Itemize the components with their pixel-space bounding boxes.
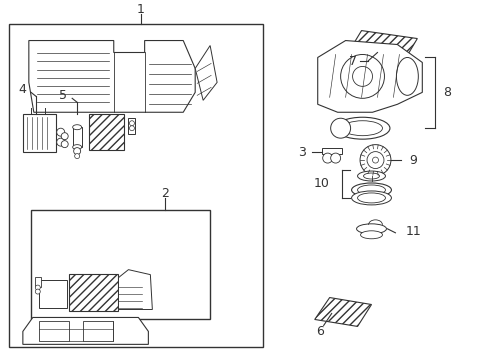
Circle shape bbox=[366, 152, 383, 168]
Polygon shape bbox=[118, 270, 152, 310]
Bar bbox=[9, 24, 263, 347]
Circle shape bbox=[35, 285, 40, 290]
Ellipse shape bbox=[73, 125, 81, 130]
Circle shape bbox=[372, 157, 378, 163]
Circle shape bbox=[352, 67, 372, 86]
Bar bbox=[68, 274, 118, 311]
Text: 6: 6 bbox=[315, 325, 323, 338]
Text: 2: 2 bbox=[161, 188, 169, 201]
Ellipse shape bbox=[396, 58, 417, 95]
Ellipse shape bbox=[363, 173, 379, 179]
Ellipse shape bbox=[360, 231, 382, 239]
Polygon shape bbox=[321, 148, 341, 154]
Polygon shape bbox=[344, 31, 416, 66]
Text: 7: 7 bbox=[348, 55, 356, 68]
Circle shape bbox=[35, 289, 40, 294]
Circle shape bbox=[322, 153, 332, 163]
Bar bbox=[73, 127, 81, 147]
Text: 8: 8 bbox=[442, 86, 450, 99]
Ellipse shape bbox=[357, 185, 385, 195]
Ellipse shape bbox=[351, 183, 390, 197]
Text: 1: 1 bbox=[137, 3, 144, 16]
Text: 4: 4 bbox=[18, 83, 26, 96]
Ellipse shape bbox=[334, 117, 389, 139]
Circle shape bbox=[330, 153, 340, 163]
Circle shape bbox=[75, 154, 80, 159]
Ellipse shape bbox=[351, 191, 390, 205]
Bar bbox=[82, 321, 112, 341]
Ellipse shape bbox=[357, 193, 385, 203]
Circle shape bbox=[129, 126, 134, 131]
Circle shape bbox=[61, 133, 68, 140]
Polygon shape bbox=[317, 41, 422, 112]
Bar bbox=[39, 321, 68, 341]
Ellipse shape bbox=[342, 121, 382, 136]
Polygon shape bbox=[29, 41, 195, 112]
Polygon shape bbox=[23, 318, 148, 345]
Circle shape bbox=[74, 148, 81, 154]
Circle shape bbox=[129, 121, 134, 126]
Circle shape bbox=[57, 128, 64, 136]
Ellipse shape bbox=[356, 224, 386, 234]
Bar bbox=[39, 280, 66, 307]
Text: 5: 5 bbox=[59, 89, 67, 102]
Circle shape bbox=[359, 145, 390, 176]
Bar bbox=[23, 114, 56, 152]
Circle shape bbox=[61, 141, 68, 148]
Circle shape bbox=[340, 54, 384, 98]
Bar bbox=[128, 118, 135, 134]
Text: 11: 11 bbox=[405, 225, 420, 238]
Circle shape bbox=[330, 118, 350, 138]
Bar bbox=[88, 114, 124, 150]
Bar bbox=[31, 210, 210, 319]
Polygon shape bbox=[314, 298, 371, 327]
Text: 10: 10 bbox=[313, 177, 329, 190]
Circle shape bbox=[57, 138, 64, 146]
Bar bbox=[35, 276, 41, 287]
Text: 9: 9 bbox=[408, 154, 416, 167]
Text: 3: 3 bbox=[297, 145, 305, 159]
Ellipse shape bbox=[357, 171, 385, 181]
Ellipse shape bbox=[73, 145, 81, 150]
Polygon shape bbox=[195, 45, 217, 100]
